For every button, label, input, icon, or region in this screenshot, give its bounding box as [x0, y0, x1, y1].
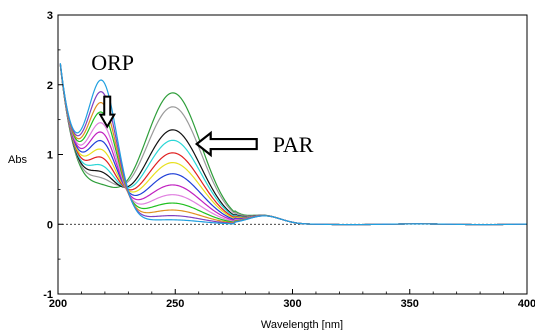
x-tick-label-2: 300: [283, 298, 301, 310]
plot-area: [58, 63, 527, 226]
y-axis-label: Abs: [8, 154, 27, 166]
x-axis-label: Wavelength [nm]: [261, 319, 343, 330]
y-tick-label-0: -1: [43, 289, 53, 301]
y-tick-label-3: 2: [47, 80, 53, 92]
annotations: ORP PAR: [91, 50, 314, 158]
series-group: [59, 63, 527, 226]
par-label: PAR: [273, 132, 314, 157]
x-tick-label-4: 400: [518, 298, 535, 310]
series-line-13: [59, 63, 527, 226]
par-arrow: [194, 130, 258, 158]
y-tick-label-4: 3: [47, 10, 53, 22]
x-tick-label-3: 350: [401, 298, 419, 310]
y-tick-label-1: 0: [47, 219, 53, 231]
axes: 200 250 300 350 400 -1 0 1 2 3: [43, 10, 535, 310]
orp-arrow: [98, 95, 116, 129]
orp-label: ORP: [91, 50, 134, 75]
y-tick-label-2: 1: [47, 150, 53, 162]
x-tick-label-1: 250: [166, 298, 184, 310]
x-tick-label-0: 200: [49, 298, 67, 310]
